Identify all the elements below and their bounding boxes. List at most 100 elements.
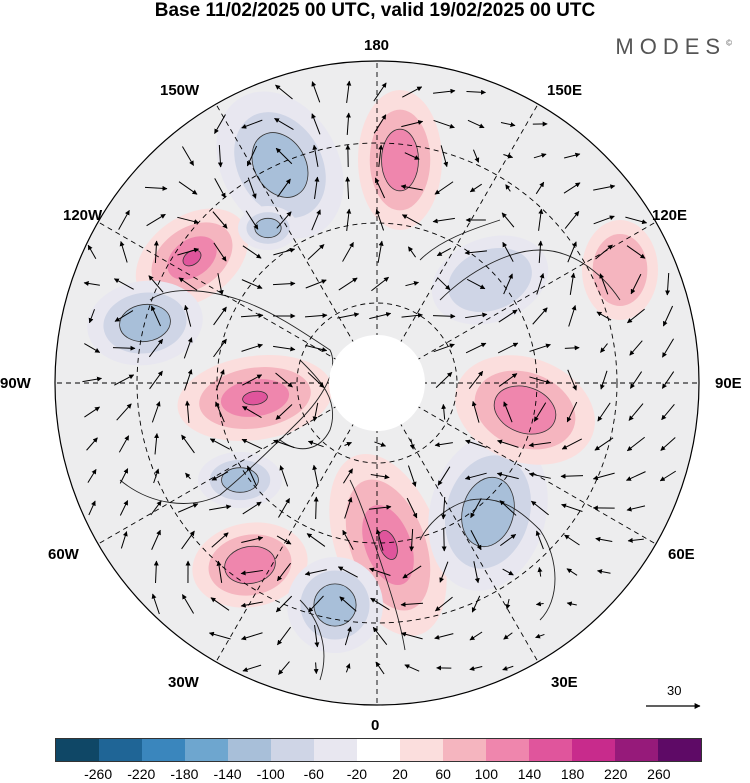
coastline [299,599,325,681]
wind-arrow [401,120,424,128]
colorbar-swatch [357,739,400,761]
label-90w: 90W [0,375,31,392]
wind-arrow [209,504,232,511]
wind-arrow [432,217,455,224]
wind-arrow [114,310,134,322]
wind-arrow [505,184,511,192]
wind-arrow [215,369,225,391]
wind-arrow [306,533,326,547]
brand-name: MODES [615,34,727,59]
wind-arrow [400,631,423,640]
colorbar-tick-label: -60 [303,766,324,782]
wind-arrow [88,309,95,324]
wind-arrow [503,632,513,640]
map-border [54,60,700,706]
wind-arrow [217,144,223,168]
wind-arrow [214,114,226,134]
label-120e: 120E [652,207,688,224]
positive-anomaly [182,249,202,267]
wind-arrow [630,273,642,295]
wind-arrow [436,247,452,257]
wind-arrow [276,535,292,545]
wind-arrow [433,119,455,129]
latitude-circle [136,142,618,624]
label-180: 180 [364,37,390,54]
wind-arrow [466,278,486,290]
wind-arrow [529,376,552,385]
wind-arrow [212,211,228,229]
wind-arrow [241,279,263,289]
wind-arrow [596,311,612,321]
wind-arrow [242,245,262,259]
wind-arrow [374,177,386,199]
wind-arrow [600,343,608,353]
wind-arrow [210,597,230,611]
colorbar-tick-label: 60 [435,766,451,782]
wind-arrow [346,80,352,103]
colorbar [55,738,702,762]
wind-arrow [240,601,263,608]
coastlines [119,219,621,681]
wind-arrow [345,663,351,673]
wind-arrow [245,210,259,230]
wind-arrow [275,372,293,388]
wind-arrow [600,370,608,390]
wind-arrow [407,465,417,487]
wind-arrow [87,468,97,483]
positive-anomaly [242,390,268,406]
wind-arrow [213,242,227,262]
wind-arrow [116,403,132,421]
wind-arrow [536,273,545,295]
colorbar-tick-label: 20 [392,766,408,782]
wind-arrow [665,272,671,296]
wind-arrow [178,277,198,291]
wind-arrow [118,209,130,230]
wind-arrow [312,402,319,422]
wind-arrow [532,307,548,325]
wind-arrow [208,631,231,640]
wind-arrow [400,601,424,607]
wind-arrow [406,497,418,519]
wind-arrow [433,343,455,353]
wind-arrow [312,464,319,487]
wind-arrow [528,472,551,479]
wind-arrow [441,403,447,420]
wind-arrow [662,305,674,327]
wind-arrow [373,82,387,102]
wind-arrow [563,182,581,194]
colorbar-swatch [314,739,357,761]
wind-arrow [594,437,614,451]
wind-arrow [469,631,483,641]
colorbar-swatch [99,739,142,761]
wind-arrow [307,244,325,260]
wind-arrow [497,342,519,354]
vector-scale-label: 30 [667,683,682,698]
wind-arrow [184,369,193,391]
wind-arrow [151,529,161,550]
wind-arrow [468,370,484,390]
wind-arrow [405,281,420,287]
wind-arrow [314,625,320,648]
latitude-circle [216,222,538,544]
colorbar-tick-label: 180 [560,766,585,782]
wind-arrow [471,595,481,613]
negative-anomaly [251,132,309,198]
wind-arrow [626,471,646,481]
positive-anomaly [592,234,648,306]
wind-arrow [377,240,384,263]
wind-arrow [278,661,290,675]
wind-arrow [177,503,199,513]
wind-arrow [181,434,195,454]
wind-arrow [530,500,549,516]
wind-arrow [83,281,100,286]
wind-arrow [465,439,487,448]
colorbar-tick-label: 220 [604,766,628,782]
wind-arrow [339,596,357,612]
wind-arrow [372,626,388,645]
colorbar-swatch [400,739,443,761]
wind-arrow [435,596,453,612]
colorbar-swatch [228,739,271,761]
wind-arrow [153,240,159,264]
wind-arrow [273,247,296,256]
